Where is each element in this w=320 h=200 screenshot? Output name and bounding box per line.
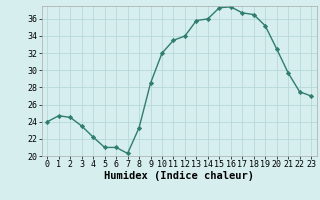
X-axis label: Humidex (Indice chaleur): Humidex (Indice chaleur) [104, 171, 254, 181]
